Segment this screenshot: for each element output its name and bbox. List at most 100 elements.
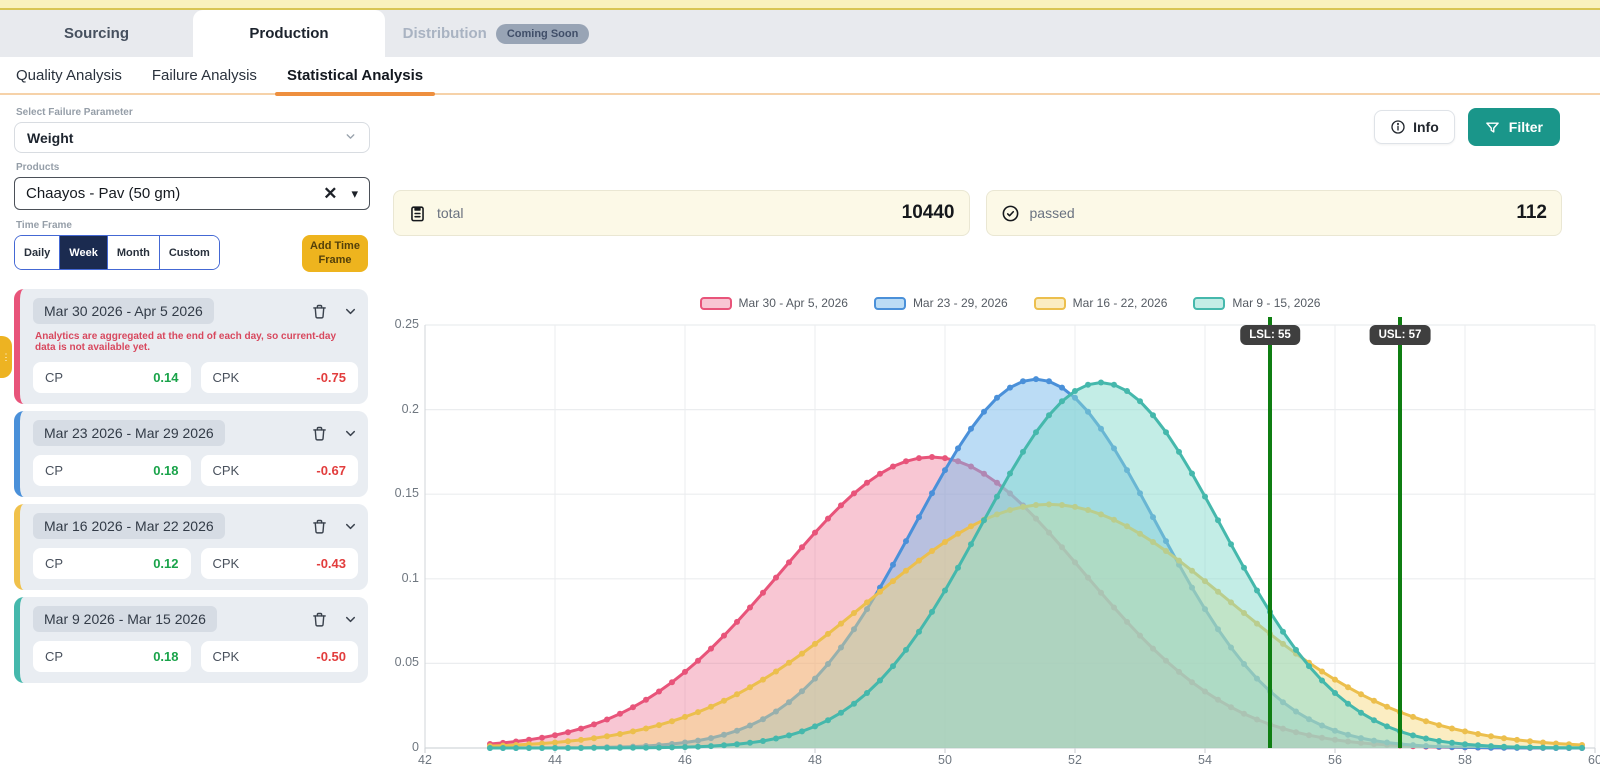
data-point[interactable]	[747, 739, 753, 746]
legend-item[interactable]: Mar 9 - 15, 2026	[1193, 296, 1320, 310]
data-point[interactable]	[591, 735, 597, 742]
data-point[interactable]	[1501, 735, 1507, 742]
data-point[interactable]	[968, 541, 974, 548]
chevron-down-icon[interactable]	[343, 304, 358, 319]
data-point[interactable]	[851, 610, 857, 616]
data-point[interactable]	[1488, 733, 1494, 740]
trash-icon[interactable]	[311, 518, 328, 535]
data-point[interactable]	[1345, 684, 1351, 691]
data-point[interactable]	[994, 394, 1000, 401]
data-point[interactable]	[942, 467, 948, 474]
data-point[interactable]	[656, 722, 662, 729]
data-point[interactable]	[890, 463, 896, 470]
data-point[interactable]	[1501, 743, 1507, 750]
data-point[interactable]	[1033, 376, 1039, 383]
data-point[interactable]	[643, 696, 649, 703]
data-point[interactable]	[539, 745, 545, 751]
data-point[interactable]	[552, 745, 558, 751]
data-point[interactable]	[565, 738, 571, 745]
data-point[interactable]	[617, 710, 623, 717]
data-point[interactable]	[565, 745, 571, 751]
data-point[interactable]	[578, 745, 584, 751]
data-point[interactable]	[851, 626, 857, 633]
data-point[interactable]	[786, 732, 792, 739]
data-point[interactable]	[1475, 731, 1481, 737]
data-point[interactable]	[1384, 703, 1390, 710]
data-point[interactable]	[1345, 700, 1351, 707]
data-point[interactable]	[760, 738, 766, 744]
data-point[interactable]	[721, 742, 727, 749]
data-point[interactable]	[786, 699, 792, 706]
data-point[interactable]	[578, 736, 584, 743]
data-point[interactable]	[669, 718, 675, 725]
data-point[interactable]	[1007, 384, 1013, 391]
data-point[interactable]	[552, 732, 558, 739]
caret-down-icon[interactable]: ▾	[351, 185, 358, 201]
data-point[interactable]	[591, 721, 597, 728]
data-point[interactable]	[1059, 398, 1065, 405]
data-point[interactable]	[669, 744, 675, 751]
data-point[interactable]	[903, 567, 909, 574]
data-point[interactable]	[851, 490, 857, 497]
data-point[interactable]	[1150, 412, 1156, 419]
data-point[interactable]	[903, 538, 909, 545]
tab-production[interactable]: Production	[193, 10, 385, 57]
data-point[interactable]	[825, 515, 831, 522]
data-point[interactable]	[1371, 697, 1377, 704]
data-point[interactable]	[747, 722, 753, 729]
data-point[interactable]	[1540, 739, 1546, 746]
tab-sourcing[interactable]: Sourcing	[63, 25, 129, 42]
data-point[interactable]	[799, 688, 805, 695]
data-point[interactable]	[838, 502, 844, 509]
tab-distribution[interactable]: Distribution Coming Soon	[385, 10, 607, 57]
data-point[interactable]	[799, 728, 805, 735]
data-point[interactable]	[708, 703, 714, 710]
data-point[interactable]	[1189, 470, 1195, 477]
data-point[interactable]	[1514, 744, 1520, 751]
data-point[interactable]	[968, 523, 974, 530]
chevron-down-icon[interactable]	[343, 612, 358, 627]
data-point[interactable]	[773, 735, 779, 742]
data-point[interactable]	[942, 455, 948, 462]
data-point[interactable]	[773, 574, 779, 581]
data-point[interactable]	[669, 679, 675, 686]
data-point[interactable]	[1046, 412, 1052, 419]
data-point[interactable]	[734, 618, 740, 625]
data-point[interactable]	[1488, 743, 1494, 750]
data-point[interactable]	[1527, 744, 1533, 751]
data-point[interactable]	[747, 684, 753, 691]
data-point[interactable]	[682, 713, 688, 720]
tab-statistical-analysis[interactable]: Statistical Analysis	[274, 56, 436, 96]
data-point[interactable]	[825, 661, 831, 667]
data-point[interactable]	[1410, 732, 1416, 739]
data-point[interactable]	[981, 517, 987, 524]
data-point[interactable]	[1176, 448, 1182, 455]
data-point[interactable]	[877, 470, 883, 477]
data-point[interactable]	[812, 529, 818, 536]
data-point[interactable]	[838, 709, 844, 716]
time-frame-daily-button[interactable]: Daily	[15, 236, 61, 269]
data-point[interactable]	[812, 723, 818, 730]
data-point[interactable]	[734, 741, 740, 748]
data-point[interactable]	[643, 725, 649, 732]
data-point[interactable]	[734, 691, 740, 698]
data-point[interactable]	[942, 539, 948, 545]
data-point[interactable]	[539, 740, 545, 747]
data-point[interactable]	[864, 690, 870, 696]
data-point[interactable]	[552, 739, 558, 746]
data-point[interactable]	[1527, 738, 1533, 745]
data-point[interactable]	[812, 675, 818, 682]
data-point[interactable]	[734, 727, 740, 734]
data-point[interactable]	[838, 644, 844, 651]
data-point[interactable]	[708, 735, 714, 742]
data-point[interactable]	[604, 716, 610, 723]
data-point[interactable]	[1436, 738, 1442, 744]
data-point[interactable]	[747, 604, 753, 611]
legend-item[interactable]: Mar 23 - 29, 2026	[873, 296, 1008, 310]
data-point[interactable]	[851, 700, 857, 707]
data-point[interactable]	[682, 739, 688, 746]
data-point[interactable]	[1449, 725, 1455, 732]
data-point[interactable]	[1358, 709, 1364, 716]
data-point[interactable]	[955, 445, 961, 452]
data-point[interactable]	[1566, 744, 1572, 751]
